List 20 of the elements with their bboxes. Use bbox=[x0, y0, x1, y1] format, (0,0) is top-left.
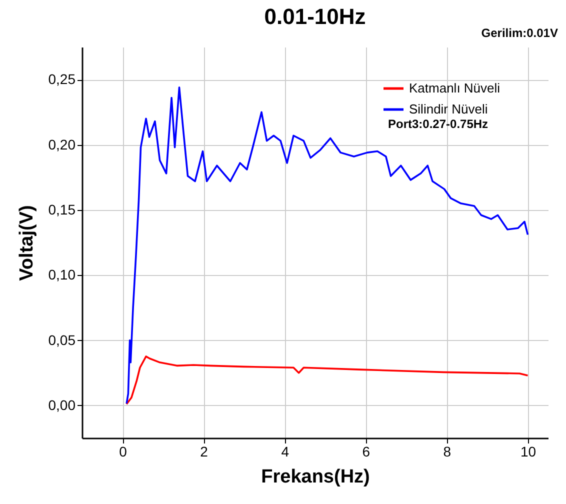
x-tick-label: 0 bbox=[119, 444, 128, 460]
x-tick-label: 6 bbox=[362, 444, 370, 460]
line-series bbox=[126, 356, 529, 406]
chart-title: 0.01-10Hz bbox=[264, 4, 366, 29]
legend-label: Katmanlı Nüveli bbox=[409, 80, 500, 96]
y-tick-label: 0,25 bbox=[48, 71, 76, 88]
y-tick-label: 0,10 bbox=[48, 266, 76, 283]
chart-subtitle: Gerilim:0.01V bbox=[481, 26, 558, 40]
x-tick-label: 10 bbox=[520, 444, 536, 460]
x-axis-title: Frekans(Hz) bbox=[261, 466, 370, 488]
y-tick-label: 0,00 bbox=[48, 396, 76, 413]
y-axis-title: Voltaj(V) bbox=[16, 205, 38, 281]
x-tick-label: 2 bbox=[200, 444, 208, 460]
y-tick-label: 0,15 bbox=[48, 201, 76, 218]
y-tick-label: 0,05 bbox=[48, 332, 76, 348]
annotation: Port3:0.27-0.75Hz bbox=[388, 117, 488, 131]
x-tick-label: 8 bbox=[443, 444, 452, 460]
x-tick-label: 4 bbox=[281, 444, 290, 460]
legend-label: Silindir Nüveli bbox=[409, 102, 488, 116]
y-tick-label: 0,20 bbox=[48, 136, 76, 152]
